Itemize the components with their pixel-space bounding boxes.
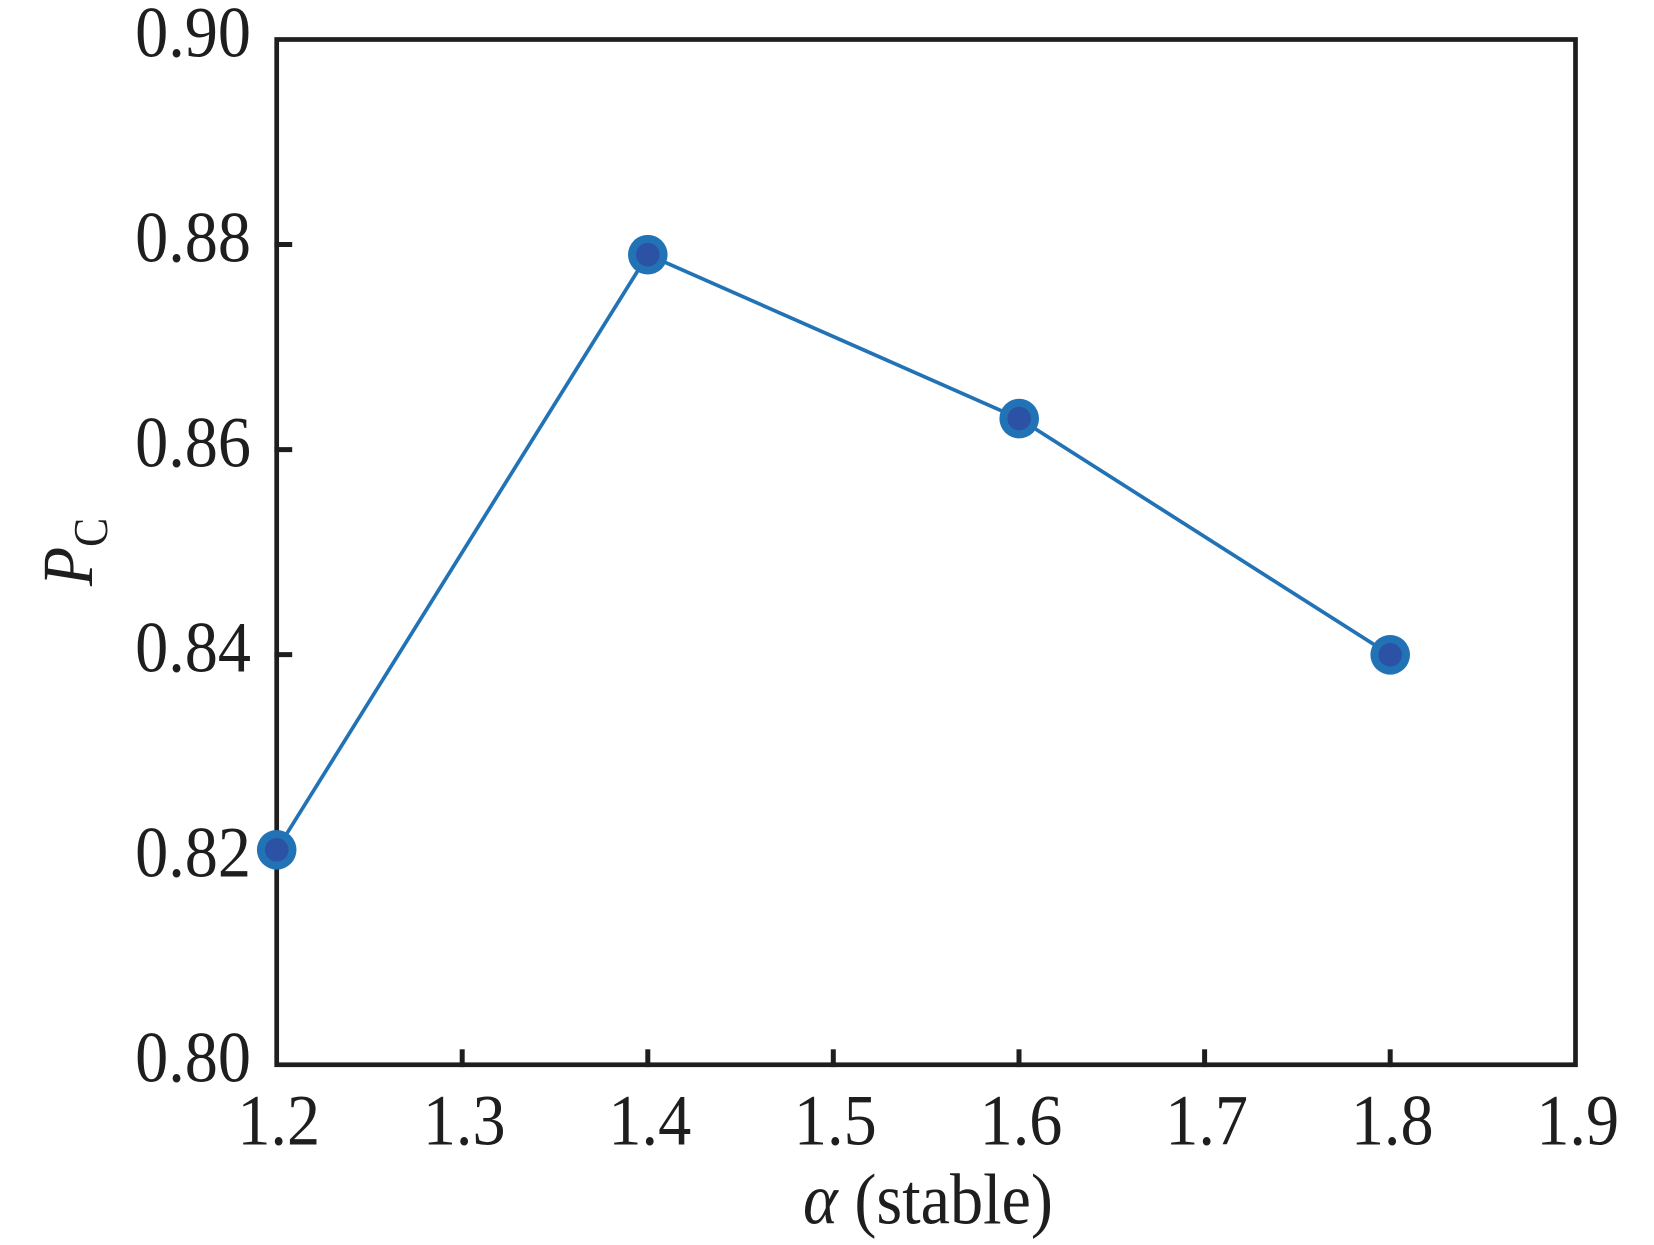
svg-text:1.4: 1.4: [608, 1080, 691, 1160]
svg-text:0.90: 0.90: [135, 0, 251, 72]
svg-text:0.88: 0.88: [135, 197, 251, 277]
svg-text:α (stable): α (stable): [803, 1159, 1053, 1239]
svg-text:0.82: 0.82: [135, 812, 251, 892]
svg-text:1.9: 1.9: [1536, 1080, 1619, 1160]
svg-text:1.8: 1.8: [1351, 1080, 1434, 1160]
svg-text:0.80: 0.80: [135, 1017, 251, 1097]
svg-text:1.5: 1.5: [794, 1080, 877, 1160]
svg-text:1.3: 1.3: [423, 1080, 506, 1160]
svg-text:0.84: 0.84: [135, 607, 251, 687]
svg-text:1.6: 1.6: [980, 1080, 1063, 1160]
svg-text:1.7: 1.7: [1165, 1080, 1248, 1160]
svg-text:1.2: 1.2: [237, 1080, 320, 1160]
svg-text:0.86: 0.86: [135, 402, 251, 482]
